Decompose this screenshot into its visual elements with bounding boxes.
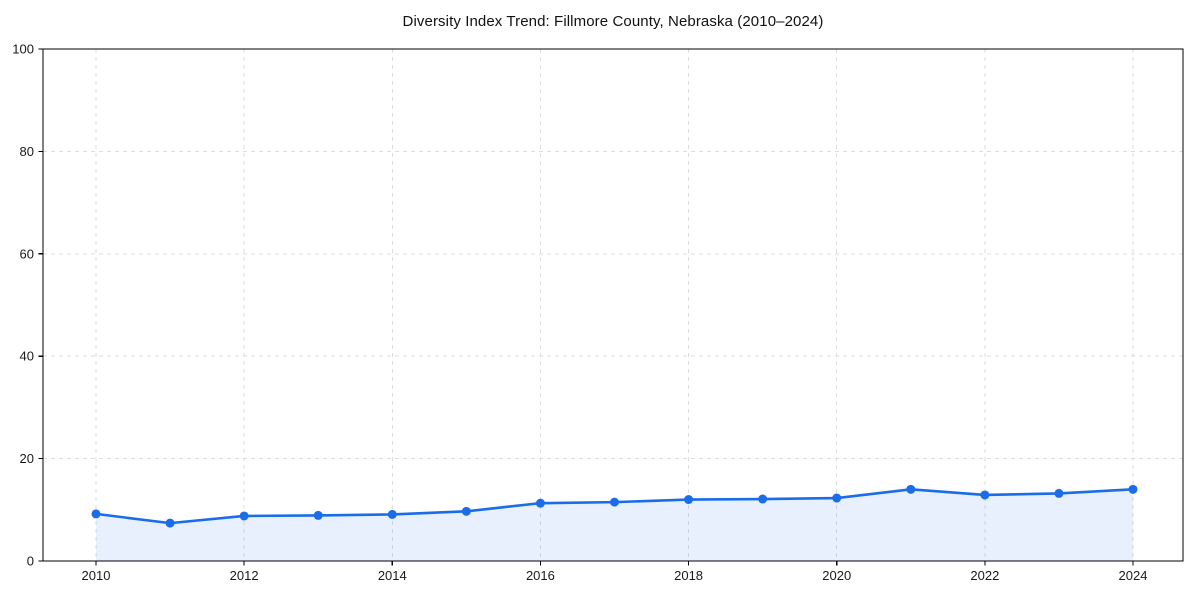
x-tick-label: 2010: [82, 568, 111, 583]
x-tick-label: 2014: [378, 568, 407, 583]
x-tick-label: 2024: [1119, 568, 1148, 583]
data-point: [758, 494, 768, 504]
data-point: [165, 518, 175, 528]
y-tick-label: 20: [20, 451, 34, 466]
data-point: [684, 495, 694, 505]
y-tick-label: 60: [20, 246, 34, 261]
x-tick-label: 2016: [526, 568, 555, 583]
y-tick-label: 100: [12, 42, 34, 57]
data-point-markers: [91, 484, 1138, 528]
tick-marks: [38, 48, 1134, 566]
y-tick-labels: 0 20 40 60 80 100: [12, 42, 34, 569]
data-point: [91, 509, 101, 519]
data-point: [1054, 488, 1064, 498]
data-point: [387, 509, 397, 519]
data-point: [535, 498, 545, 508]
gridlines: [43, 48, 1183, 562]
data-point: [1128, 484, 1138, 494]
data-point: [906, 484, 916, 494]
x-tick-label: 2020: [822, 568, 851, 583]
y-tick-label: 0: [27, 554, 34, 569]
data-point: [239, 511, 249, 521]
data-point: [610, 497, 619, 507]
x-tick-label: 2012: [230, 568, 259, 583]
chart-title: Diversity Index Trend: Fillmore County, …: [402, 13, 824, 30]
x-tick-label: 2022: [970, 568, 999, 583]
data-point: [313, 510, 323, 520]
data-point: [980, 490, 990, 500]
area-fill: [96, 489, 1133, 561]
y-tick-label: 80: [20, 144, 34, 159]
plot-border: [42, 48, 1184, 562]
data-point: [461, 506, 471, 516]
x-tick-label: 2018: [674, 568, 703, 583]
data-point: [832, 493, 842, 503]
y-tick-label: 40: [20, 349, 34, 364]
x-tick-labels: 2010 2012 2014 2016 2018 2020 2022 2024: [82, 568, 1148, 583]
